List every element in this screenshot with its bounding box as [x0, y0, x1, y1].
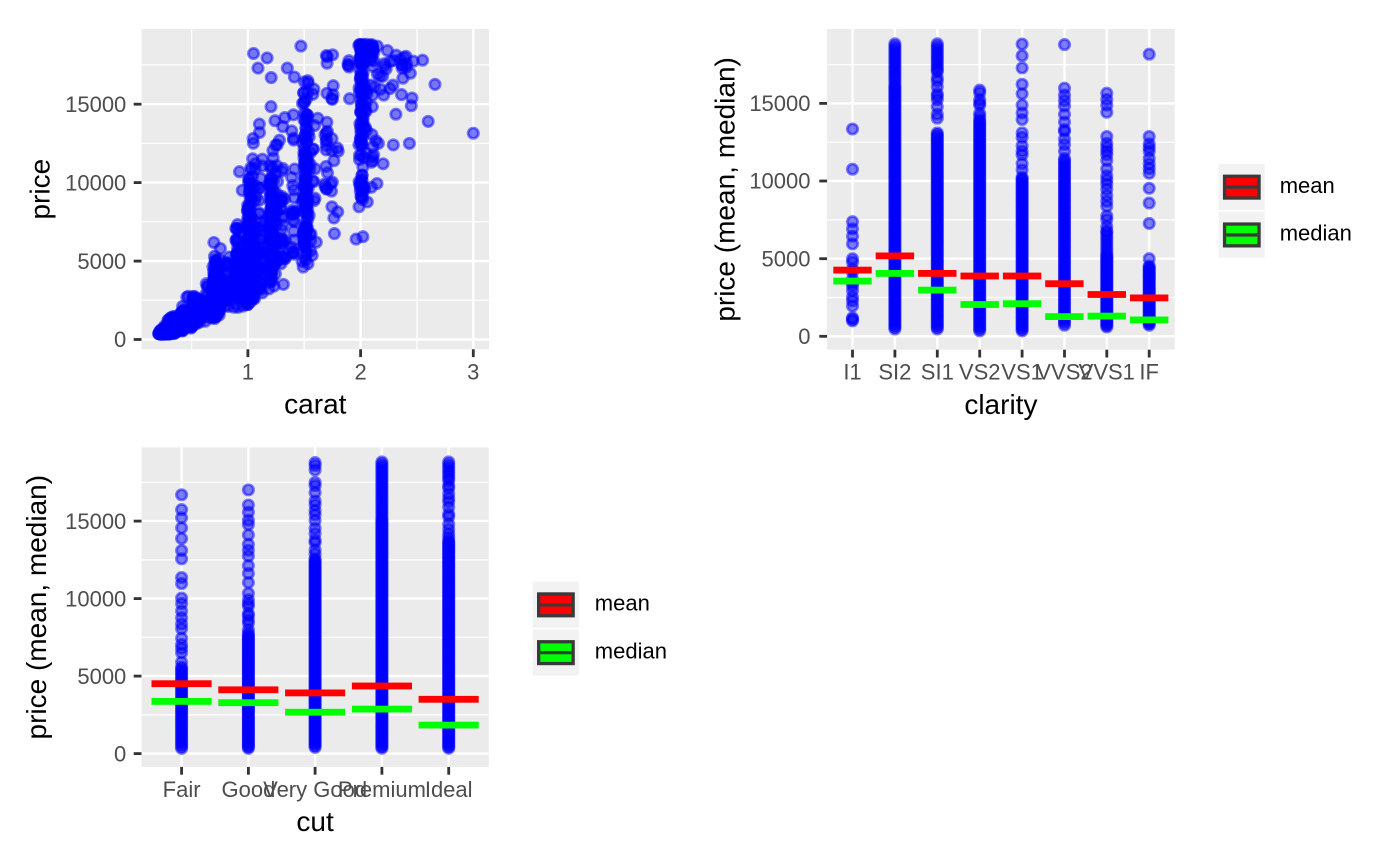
svg-text:median: median	[595, 638, 667, 663]
svg-text:0: 0	[114, 741, 126, 766]
svg-text:Ideal: Ideal	[425, 777, 473, 802]
svg-text:10000: 10000	[65, 586, 126, 611]
svg-text:1: 1	[242, 359, 254, 384]
svg-text:price (mean, median): price (mean, median)	[21, 475, 52, 740]
svg-text:price (mean, median): price (mean, median)	[709, 57, 740, 322]
svg-text:mean: mean	[1280, 173, 1335, 198]
svg-text:VS2: VS2	[959, 359, 1001, 384]
svg-text:VVS1: VVS1	[1079, 359, 1135, 384]
svg-text:5000: 5000	[762, 246, 811, 271]
svg-text:IF: IF	[1139, 359, 1159, 384]
svg-text:10000: 10000	[749, 169, 810, 194]
svg-text:price: price	[24, 159, 55, 220]
svg-text:I1: I1	[843, 359, 861, 384]
svg-text:10000: 10000	[65, 170, 126, 195]
svg-text:3: 3	[467, 359, 479, 384]
svg-text:5000: 5000	[77, 249, 126, 274]
svg-text:15000: 15000	[65, 92, 126, 117]
svg-text:median: median	[1280, 221, 1352, 246]
svg-text:15000: 15000	[749, 91, 810, 116]
svg-text:0: 0	[798, 324, 810, 349]
svg-text:2: 2	[354, 359, 366, 384]
svg-text:0: 0	[114, 327, 126, 352]
svg-text:SI2: SI2	[878, 359, 911, 384]
svg-text:Fair: Fair	[163, 777, 201, 802]
svg-text:SI1: SI1	[921, 359, 954, 384]
svg-text:15000: 15000	[65, 509, 126, 534]
svg-text:clarity: clarity	[964, 389, 1037, 420]
svg-text:mean: mean	[595, 591, 650, 616]
svg-text:5000: 5000	[77, 664, 126, 689]
svg-text:Premium: Premium	[338, 777, 426, 802]
svg-text:carat: carat	[284, 389, 346, 420]
svg-text:cut: cut	[296, 806, 334, 837]
